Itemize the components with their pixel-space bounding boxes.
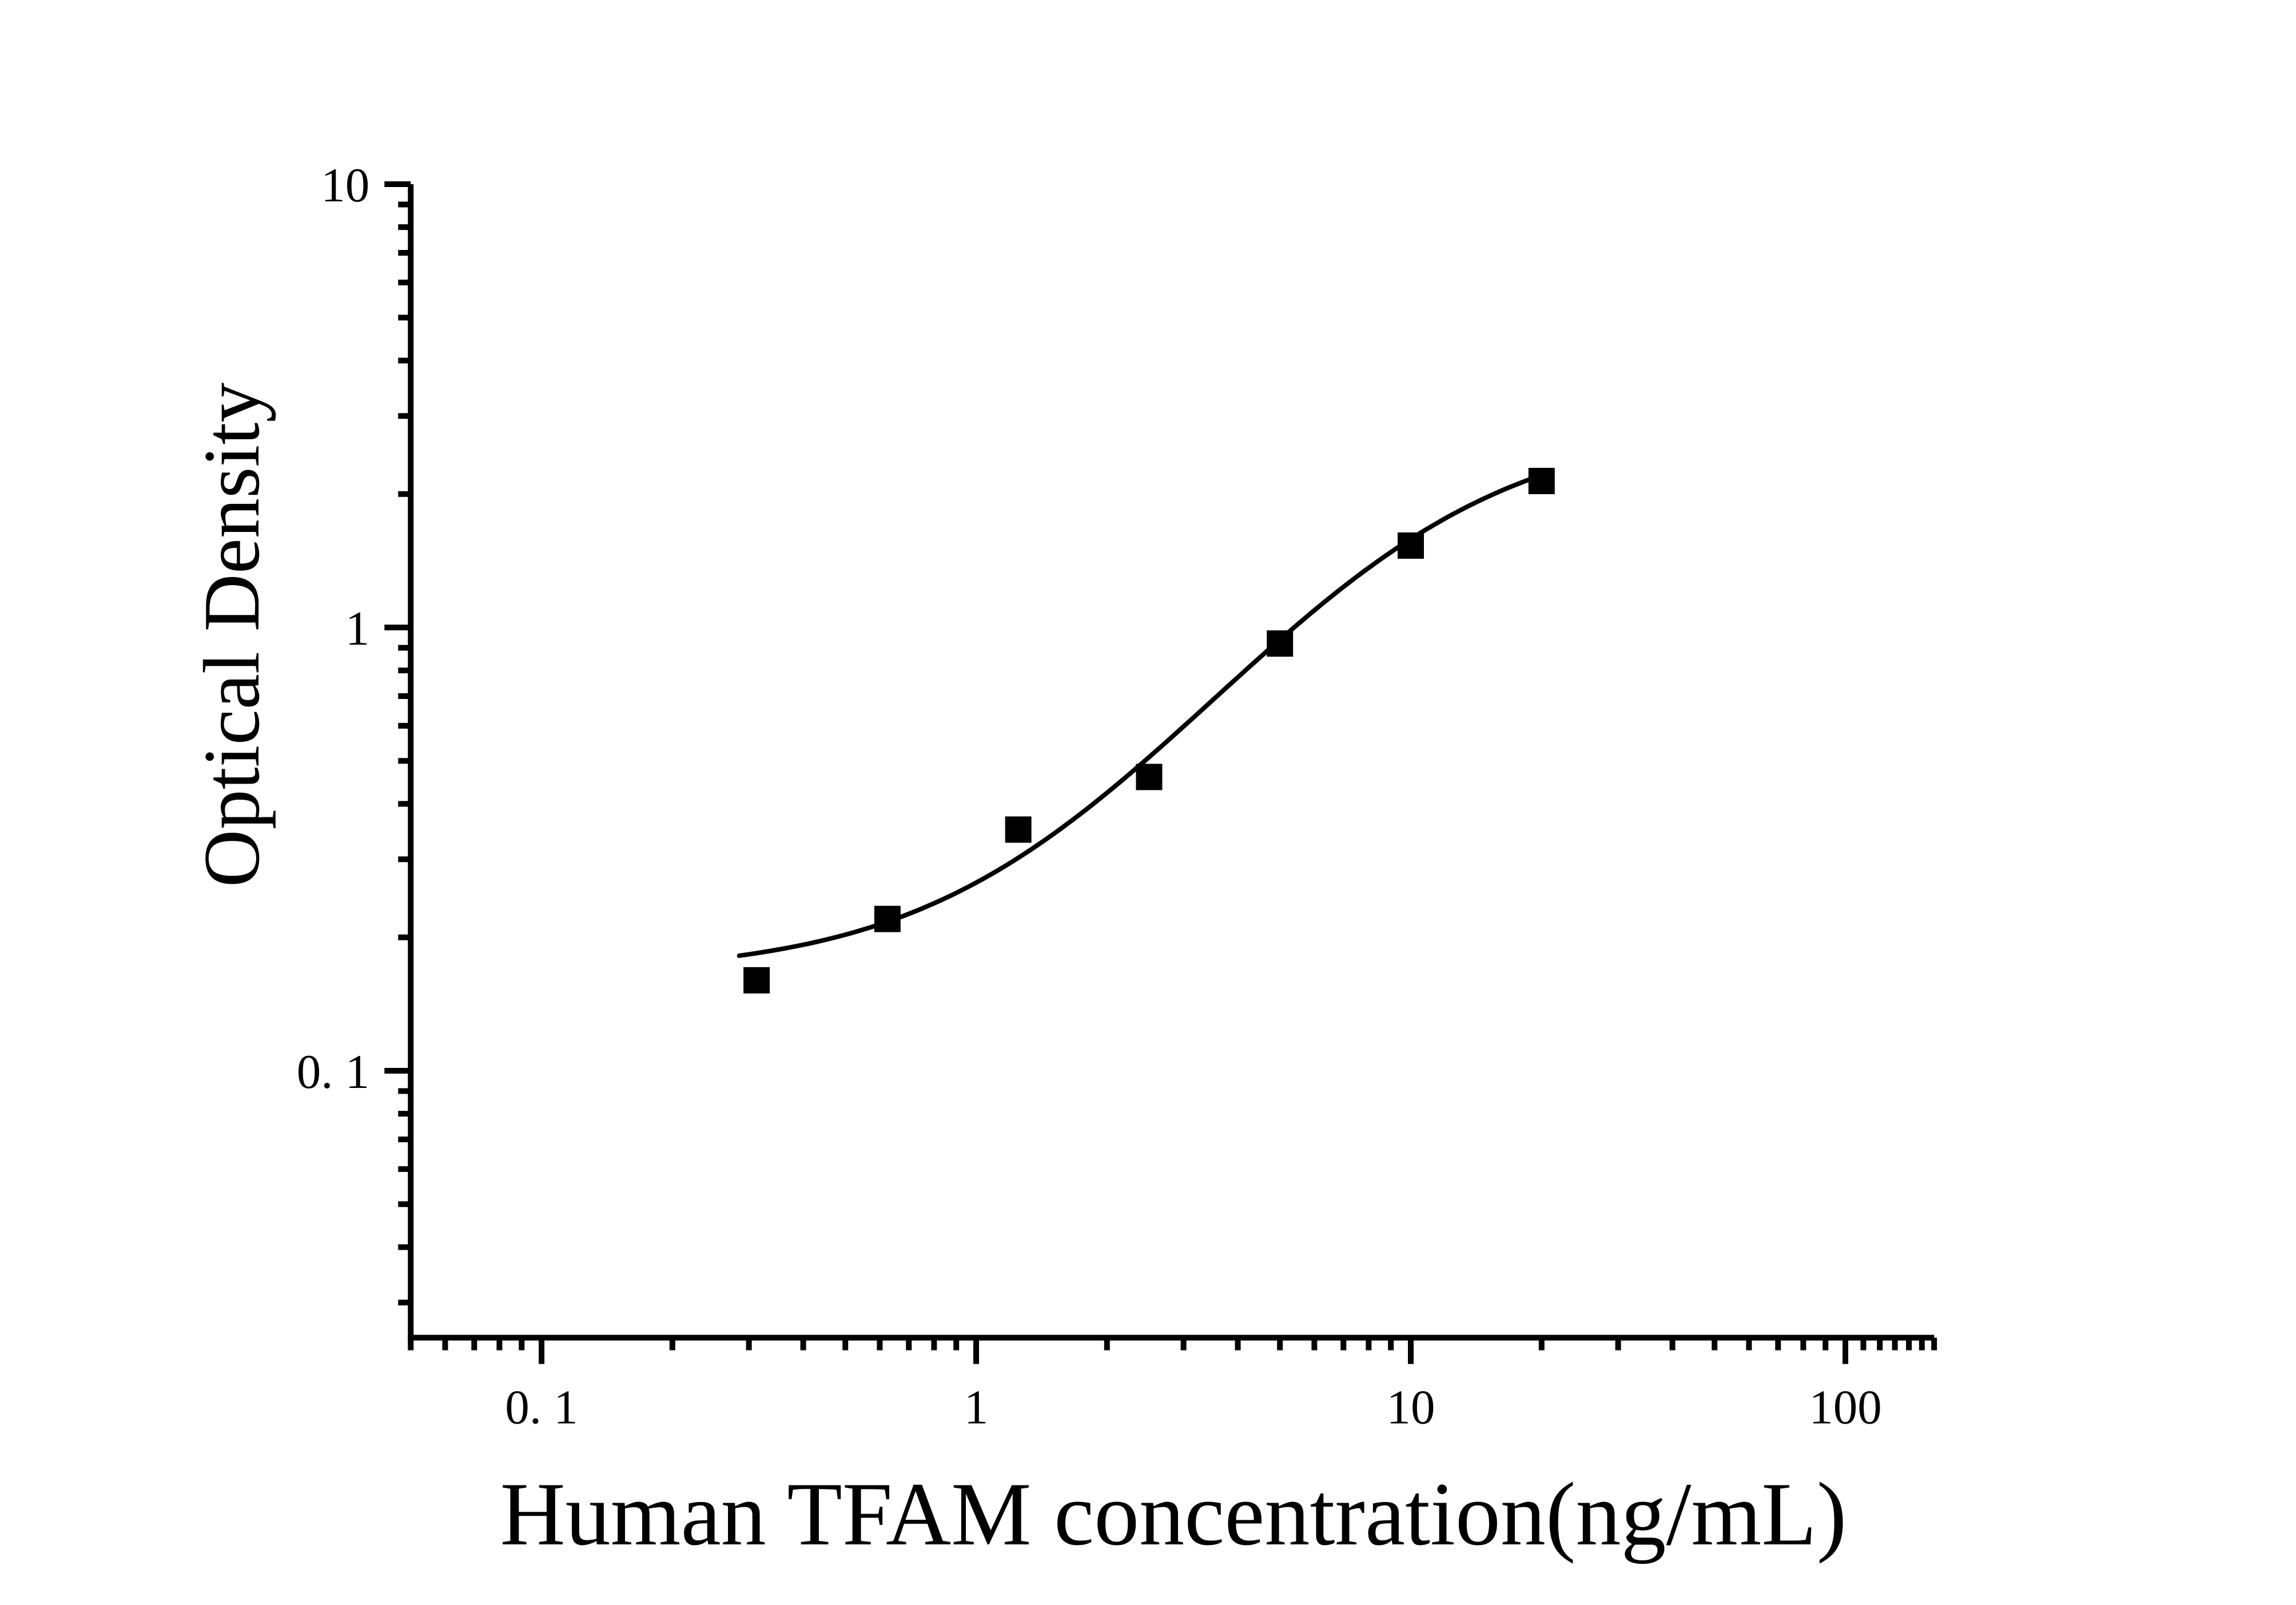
x-axis-tick-label: 0. 1: [505, 1381, 578, 1435]
x-axis-tick-label: 100: [1809, 1381, 1882, 1435]
data-point-marker: [1398, 532, 1424, 559]
y-axis-tick-label: 1: [345, 602, 370, 655]
data-point-marker: [1005, 816, 1032, 843]
data-point-marker: [1528, 467, 1555, 494]
data-point-marker: [743, 967, 770, 994]
data-point-marker: [1136, 764, 1163, 790]
x-axis-tick-label: 1: [964, 1381, 989, 1435]
y-axis-title: Optical Density: [188, 383, 276, 888]
axes-group: 0. 1 1 10 100 0. 1 1 10: [297, 158, 1937, 1435]
x-axis-title: Human TFAM concentration(ng/mL): [500, 1464, 1847, 1564]
data-point-marker: [874, 905, 901, 932]
y-axis-tick-label: 0. 1: [297, 1045, 370, 1099]
data-point-marker: [1267, 630, 1294, 657]
y-axis-tick-label: 10: [321, 158, 369, 212]
x-axis-tick-label: 10: [1387, 1381, 1435, 1435]
plot-group: [737, 467, 1555, 994]
